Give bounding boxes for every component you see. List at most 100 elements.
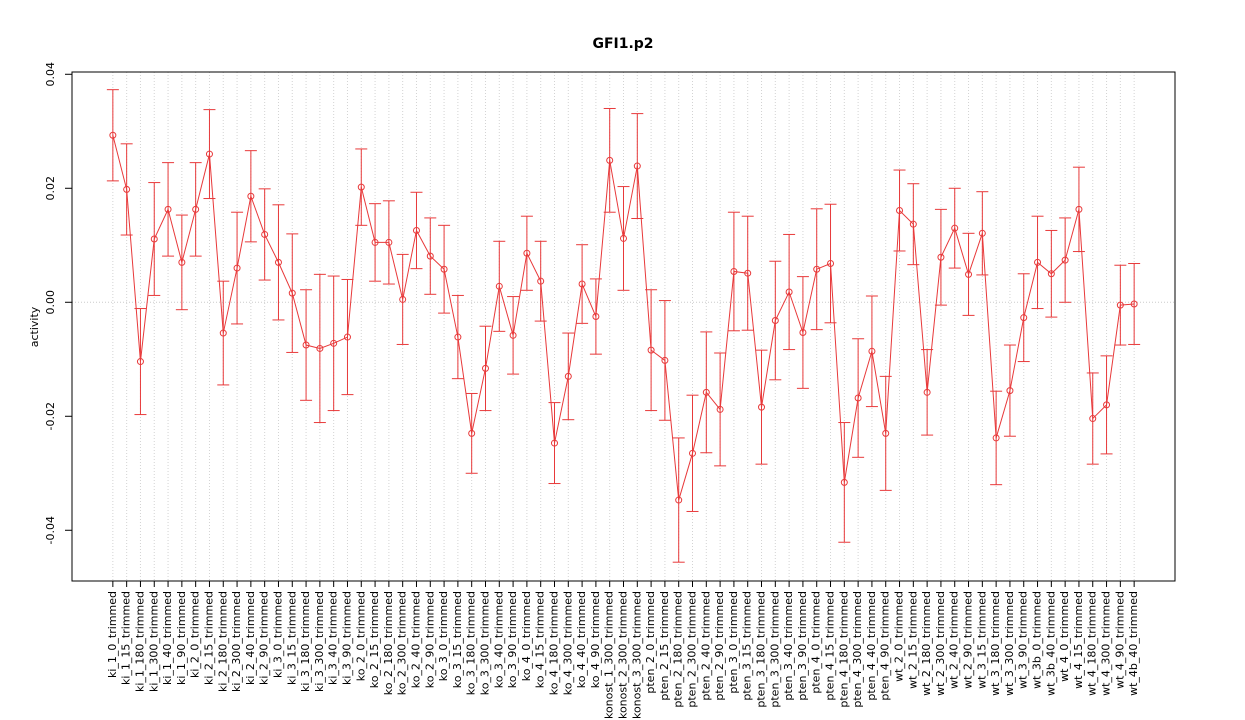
error-bar [520, 215, 533, 291]
data-point [357, 183, 365, 191]
x-tick-label: ko_4_300_trimmed [561, 591, 574, 695]
error-bar [824, 203, 837, 324]
x-tick-label: ki_1_90_trimmed [175, 591, 188, 685]
data-point [1103, 401, 1111, 409]
data-point [978, 229, 986, 237]
x-tick-label: ki_1_15_trimmed [120, 591, 133, 685]
data-point [854, 394, 862, 402]
data-point [785, 288, 793, 296]
data-point [606, 156, 614, 164]
data-point [385, 238, 393, 246]
error-bar [120, 143, 133, 236]
data-point [578, 280, 586, 288]
x-tick-label: ko_4_40_trimmed [575, 591, 588, 688]
x-tick-label: pten_3_0_trimmed [727, 591, 740, 694]
x-tick-label: ko_3_180_trimmed [465, 591, 478, 695]
data-point [123, 185, 131, 193]
error-bar [865, 295, 878, 408]
error-bar [382, 200, 395, 285]
error-bar [479, 325, 492, 412]
error-bar [562, 332, 575, 421]
error-bar [907, 183, 920, 266]
x-tick-label: wt_2_180_trimmed [920, 591, 933, 696]
error-bar [852, 338, 865, 458]
data-point [689, 449, 697, 457]
error-bar [162, 162, 175, 257]
error-bar [1100, 355, 1113, 455]
error-bar [244, 150, 257, 243]
data-point [205, 150, 213, 158]
data-point [744, 269, 752, 277]
data-point [523, 249, 531, 257]
error-bar [493, 240, 506, 332]
x-tick-label: pten_2_15_trimmed [658, 591, 671, 701]
error-bar [921, 349, 934, 436]
x-tick-label: pten_2_40_trimmed [699, 591, 712, 701]
error-bar [300, 289, 313, 401]
data-point [330, 339, 338, 347]
data-point [633, 162, 641, 170]
error-bar [534, 240, 547, 322]
x-tick-label: ki_3_90_trimmed [340, 591, 353, 685]
x-tick-label: pten_4_180_trimmed [837, 591, 850, 708]
x-tick-label: wt_4_300_trimmed [1100, 591, 1113, 696]
y-tick-label: 0.00 [44, 290, 57, 315]
error-bar [838, 422, 851, 543]
error-bar [783, 233, 796, 351]
x-tick-label: ki_1_0_trimmed [106, 591, 119, 678]
x-tick-label: pten_3_180_trimmed [755, 591, 768, 708]
error-bar [217, 280, 230, 386]
x-tick-label: ki_3_0_trimmed [271, 591, 284, 678]
data-point [509, 331, 517, 339]
error-bar [438, 224, 451, 314]
x-tick-label: ki_3_40_trimmed [327, 591, 340, 685]
error-bar [106, 89, 119, 182]
error-bar [576, 244, 589, 324]
error-bar [465, 392, 478, 474]
error-bar [1128, 263, 1141, 345]
data-point [992, 434, 1000, 442]
x-tick-label: konost_3_300_trimmed [630, 591, 643, 719]
error-bar [672, 437, 685, 563]
error-bar [658, 300, 671, 421]
x-tick-label: ko_3_90_trimmed [506, 591, 519, 688]
data-point [1034, 258, 1042, 266]
x-tick-label: ko_2_90_trimmed [423, 591, 436, 688]
x-tick-label: pten_3_90_trimmed [796, 591, 809, 701]
error-bar [1072, 166, 1085, 253]
error-bar [410, 191, 423, 270]
x-tick-label: ko_2_180_trimmed [382, 591, 395, 695]
y-tick-label: -0.04 [44, 516, 57, 544]
x-tick-label: wt_3_90_trimmed [1017, 591, 1030, 689]
error-bar [258, 188, 271, 281]
error-bar [272, 204, 285, 321]
y-axis-label: activity [28, 306, 41, 347]
error-bar [727, 211, 740, 332]
error-bar [396, 253, 409, 345]
x-tick-label: ko_4_0_trimmed [520, 591, 533, 681]
x-tick-label: ki_2_15_trimmed [202, 591, 215, 685]
x-tick-label: wt_3_180_trimmed [989, 591, 1002, 696]
data-point [440, 265, 448, 273]
data-point [481, 364, 489, 372]
x-tick-label: ko_4_15_trimmed [534, 591, 547, 688]
error-bar [507, 296, 520, 375]
data-point [412, 226, 420, 234]
y-tick-label: 0.02 [44, 176, 57, 201]
x-tick-label: pten_3_40_trimmed [782, 591, 795, 701]
x-tick-label: ki_2_300_trimmed [230, 591, 243, 692]
data-point [937, 253, 945, 261]
error-bar [603, 107, 616, 213]
x-tick-label: wt_4_0_trimmed [1058, 591, 1071, 682]
x-tick-label: wt_3b_40_trimmed [1044, 591, 1057, 696]
data-point [564, 372, 572, 380]
error-bar [714, 352, 727, 467]
error-bar [1003, 344, 1016, 437]
data-point [192, 205, 200, 213]
error-bar [134, 308, 147, 416]
data-point [1075, 205, 1083, 213]
x-tick-label: pten_2_180_trimmed [672, 591, 685, 708]
data-point [592, 313, 600, 321]
x-tick-label: ki_3_15_trimmed [285, 591, 298, 685]
